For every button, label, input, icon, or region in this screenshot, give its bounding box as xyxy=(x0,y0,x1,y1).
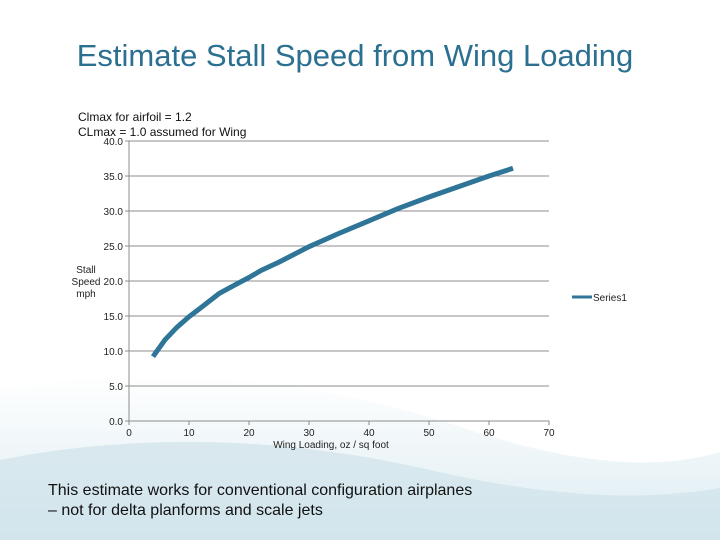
y-tick-label: 40.0 xyxy=(104,137,124,148)
y-tick-label: 35.0 xyxy=(104,172,124,183)
x-axis-title: Wing Loading, oz / sq foot xyxy=(273,440,389,451)
y-tick-label: 15.0 xyxy=(104,312,124,323)
x-tick-label: 60 xyxy=(483,428,495,439)
slide-title: Estimate Stall Speed from Wing Loading xyxy=(76,38,634,73)
x-tick-label: 50 xyxy=(423,428,435,439)
x-tick-label: 0 xyxy=(126,428,132,439)
axis-layer xyxy=(125,140,550,425)
x-tick-label: 10 xyxy=(183,428,195,439)
y-tick-label: 30.0 xyxy=(104,207,124,218)
legend: Series1 xyxy=(572,293,627,304)
x-tick-label: 30 xyxy=(303,428,315,439)
slide-caption: This estimate works for conventional con… xyxy=(48,481,568,521)
y-tick-label: 20.0 xyxy=(104,277,124,288)
y-axis-title-line-2: Speed xyxy=(72,277,101,288)
x-tick-label: 40 xyxy=(363,428,375,439)
y-axis-title-line-3: mph xyxy=(76,289,95,300)
legend-label: Series1 xyxy=(593,293,627,304)
note-wing-clmax: CLmax = 1.0 assumed for Wing xyxy=(78,125,247,139)
caption-line-2: – not for delta planforms and scale jets xyxy=(48,502,323,519)
wave-shape-front xyxy=(0,441,720,540)
y-tick-label: 5.0 xyxy=(109,382,123,393)
y-tick-label: 25.0 xyxy=(104,242,124,253)
series-layer xyxy=(150,165,514,359)
x-tick-label: 70 xyxy=(543,428,555,439)
x-tick-label: 20 xyxy=(243,428,255,439)
series-line-series1 xyxy=(150,165,514,359)
caption-line-1: This estimate works for conventional con… xyxy=(48,482,473,499)
label-layer: 0.0 5.0 10.0 15.0 20.0 25.0 30.0 35.0 40.0 0 10 20 3… xyxy=(72,137,555,451)
grid-layer xyxy=(129,140,549,422)
y-tick-label: 10.0 xyxy=(104,347,124,358)
y-tick-label: 0.0 xyxy=(109,417,123,428)
note-airfoil-clmax: Clmax for airfoil = 1.2 xyxy=(78,110,192,124)
y-axis-title-line-1: Stall xyxy=(76,265,95,276)
